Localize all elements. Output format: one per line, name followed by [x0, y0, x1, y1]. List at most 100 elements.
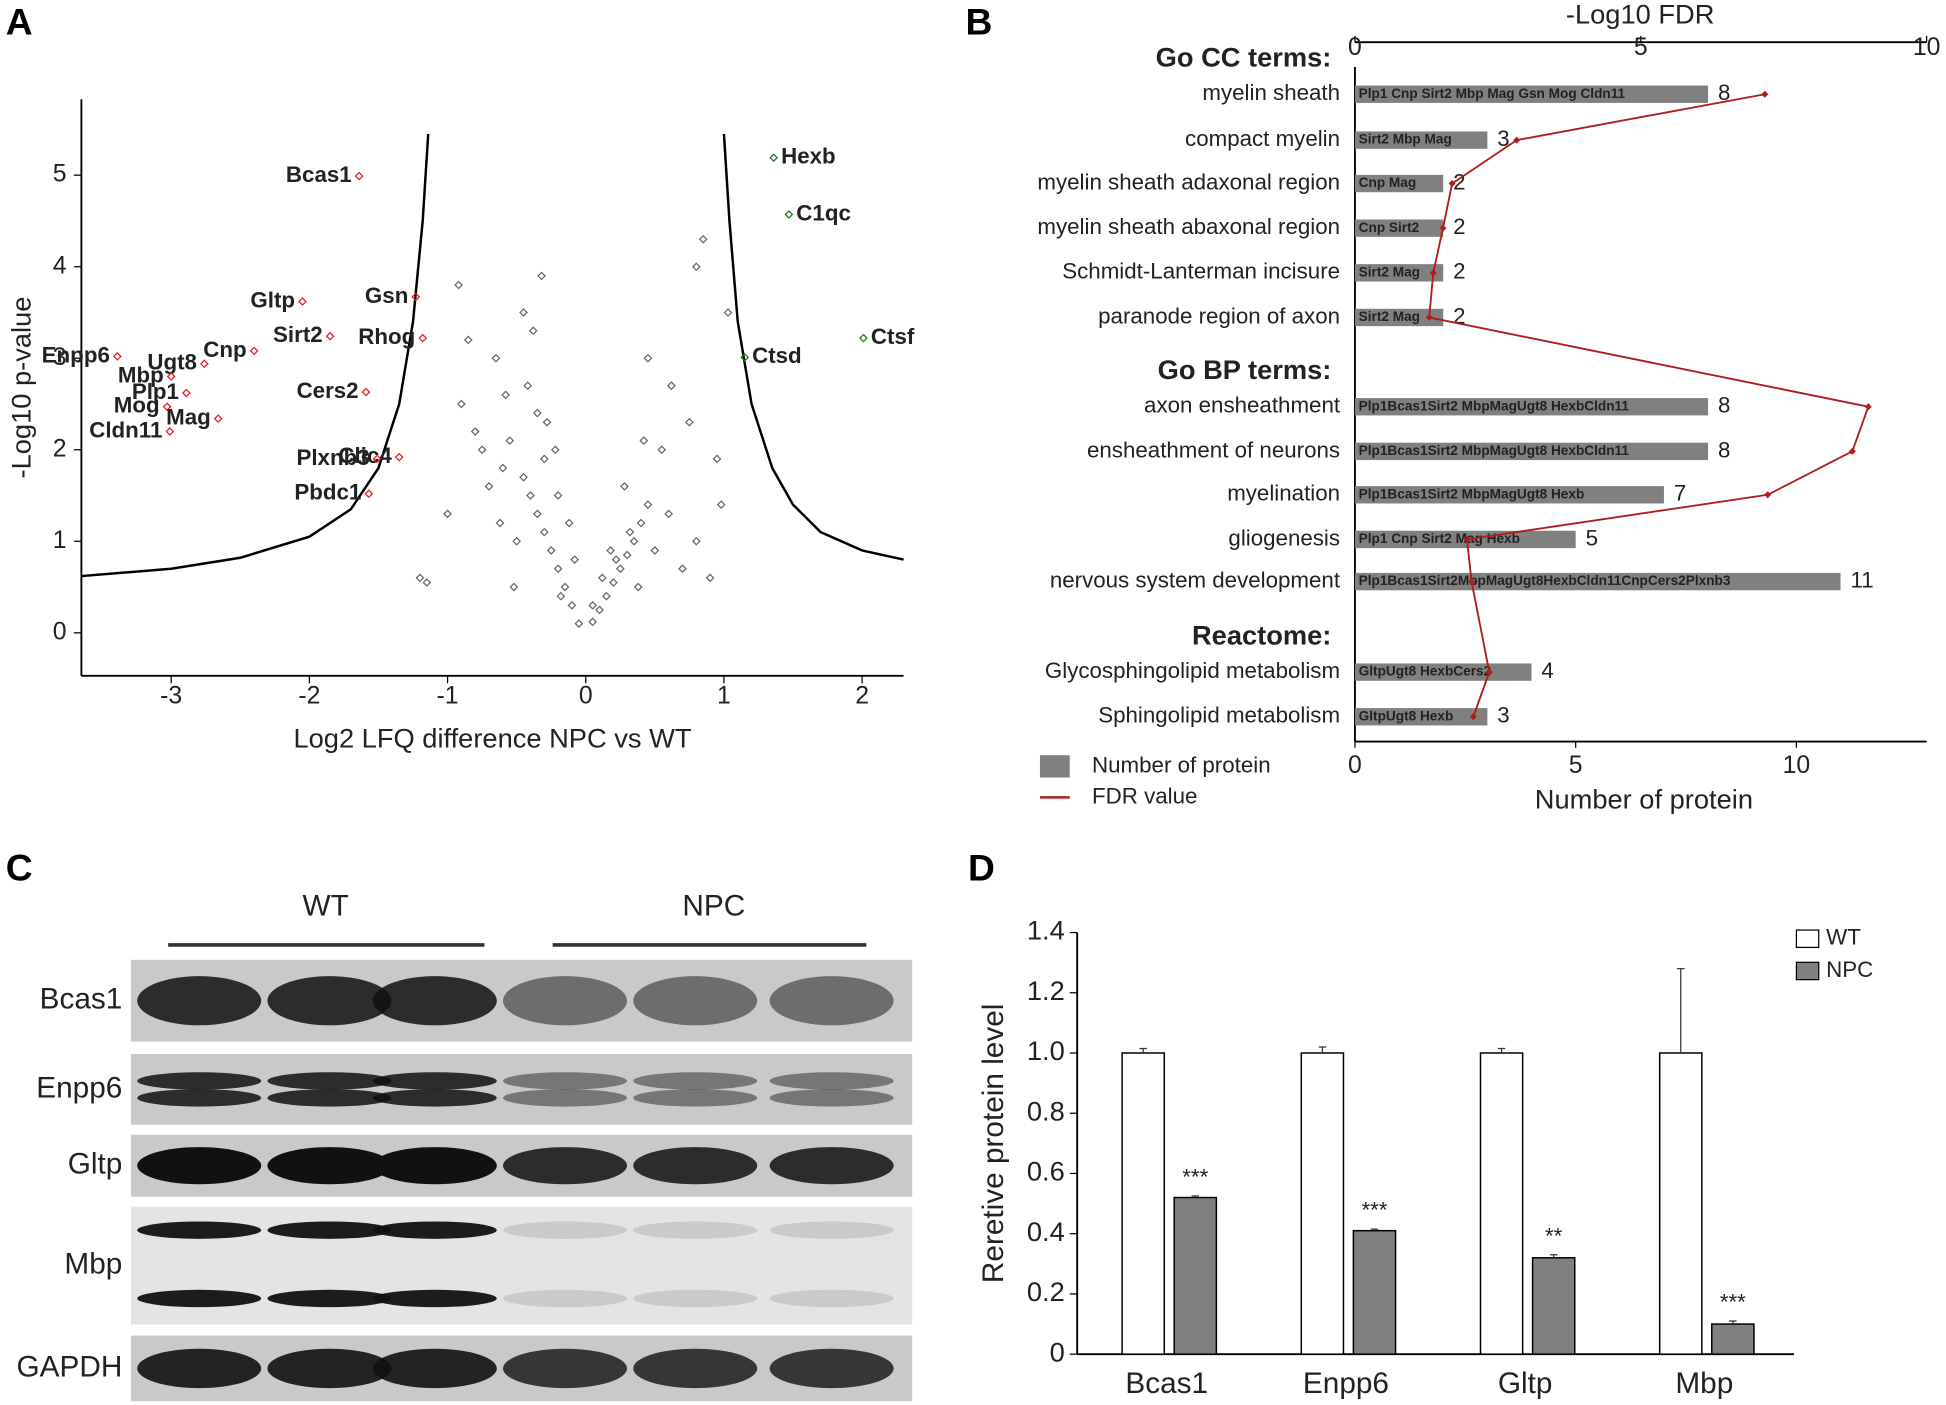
- point-label: Pbdc1: [294, 480, 361, 505]
- x-tick-label: Mbp: [1675, 1367, 1733, 1400]
- legend-label: NPC: [1826, 957, 1873, 982]
- value-label: 11: [1850, 567, 1873, 592]
- bar-genes: Plp1 Cnp Sirt2 Mag Hexb: [1359, 531, 1520, 546]
- blot-band: [372, 1147, 497, 1185]
- category-label: myelin sheath adaxonal region: [1037, 169, 1340, 194]
- error-bar: [1191, 1195, 1200, 1198]
- point-label: Bcas1: [286, 162, 352, 187]
- data-point: [539, 527, 549, 537]
- data-point: [539, 454, 549, 464]
- blot-band: [372, 1348, 497, 1389]
- data-point: [636, 518, 646, 528]
- category-label: Sphingolipid metabolism: [1098, 703, 1340, 728]
- value-label: 4: [1541, 658, 1553, 683]
- blot-band: [503, 1221, 628, 1239]
- fdr-point: [1764, 491, 1772, 499]
- x-tick-label: 10: [1783, 752, 1811, 779]
- data-point: [712, 454, 722, 464]
- blot-band: [267, 1147, 392, 1185]
- y-tick-label: 0: [53, 618, 67, 645]
- data-point: [470, 427, 480, 436]
- data-point: [588, 617, 598, 627]
- blot-band: [633, 1348, 758, 1389]
- data-point: [443, 509, 452, 519]
- highlight-point: [418, 333, 428, 343]
- threshold-curve: [81, 133, 904, 578]
- point-label: Ctsd: [752, 343, 802, 368]
- point-label: Sirt2: [273, 322, 323, 347]
- value-label: 2: [1453, 259, 1465, 284]
- blot-band: [633, 1289, 758, 1308]
- x-tick-label: -3: [160, 682, 182, 709]
- highlight-point: [213, 414, 223, 424]
- bar: [1354, 486, 1664, 504]
- y-tick-label: 0.2: [1027, 1276, 1065, 1307]
- data-point: [495, 518, 505, 528]
- bar-genes: Sirt2 Mag: [1359, 309, 1420, 324]
- blot-band: [503, 976, 628, 1026]
- blot-band: [137, 976, 262, 1026]
- point-label: Mbp: [118, 362, 164, 387]
- point-label: Mog: [114, 393, 160, 418]
- data-point: [570, 555, 580, 564]
- bar: [1354, 572, 1841, 591]
- highlight-point: [199, 359, 209, 369]
- error-bar: [1139, 1047, 1147, 1053]
- data-point: [542, 417, 552, 427]
- bar-genes: Cnp Sirt2: [1359, 220, 1420, 235]
- blot-band: [137, 1089, 262, 1107]
- fdr-point: [1485, 668, 1493, 676]
- data-point: [553, 564, 563, 574]
- x-tick-label: -1: [437, 682, 459, 709]
- x-tick-label: Gltp: [1498, 1367, 1553, 1400]
- row-label: Enpp6: [36, 1071, 122, 1104]
- y-tick-label: 1: [53, 527, 67, 554]
- data-point: [422, 578, 432, 587]
- data-point: [615, 564, 625, 574]
- error-bar: [1677, 968, 1685, 1053]
- data-point: [691, 536, 701, 546]
- significance: ***: [1361, 1198, 1387, 1223]
- data-point: [574, 619, 584, 629]
- data-point: [657, 445, 667, 455]
- blot-band: [137, 1348, 262, 1389]
- row-label: Gltp: [68, 1148, 123, 1181]
- data-point: [519, 308, 528, 317]
- fdr-point: [1448, 180, 1456, 188]
- data-point: [523, 381, 533, 391]
- row-label: Bcas1: [40, 983, 123, 1016]
- panel-label: D: [968, 846, 995, 888]
- blot-band: [633, 1221, 758, 1239]
- highlight-point: [298, 297, 307, 306]
- bar-genes: Sirt2 Mbp Mag: [1359, 132, 1452, 147]
- bar-genes: Plp1Bcas1Sirt2MbpMagUgt8HexbCldn11CnpCer…: [1359, 573, 1731, 588]
- legend-swatch: [1795, 961, 1820, 981]
- data-point: [608, 578, 618, 587]
- point-label: Gsn: [365, 283, 408, 308]
- fdr-point: [1439, 224, 1447, 232]
- data-point: [484, 481, 494, 491]
- blot-strip: [130, 1054, 913, 1125]
- blot-band: [372, 1072, 497, 1090]
- data-point: [643, 500, 653, 510]
- blot-band: [633, 1089, 758, 1107]
- fdr-point: [1864, 403, 1872, 411]
- panel-label: A: [6, 1, 33, 43]
- value-label: 3: [1497, 126, 1509, 151]
- y-tick-label: 0.8: [1027, 1095, 1065, 1126]
- bar: [1354, 398, 1709, 416]
- data-point: [698, 234, 708, 244]
- data-point: [526, 491, 535, 500]
- x-tick-label: 5: [1569, 752, 1583, 779]
- blot-band: [372, 1289, 497, 1308]
- blot-strip: [130, 1206, 913, 1325]
- point-label: Cldn11: [89, 417, 162, 442]
- bar: [1354, 85, 1709, 103]
- bar-genes: Cnp Mag: [1359, 175, 1417, 190]
- point-label: Cnp: [203, 337, 246, 362]
- highlight-point: [249, 346, 259, 356]
- error-bar: [1729, 1320, 1737, 1325]
- blot-band: [769, 1348, 894, 1389]
- section-title: Go BP terms:: [1158, 354, 1332, 385]
- blot-band: [769, 1221, 894, 1239]
